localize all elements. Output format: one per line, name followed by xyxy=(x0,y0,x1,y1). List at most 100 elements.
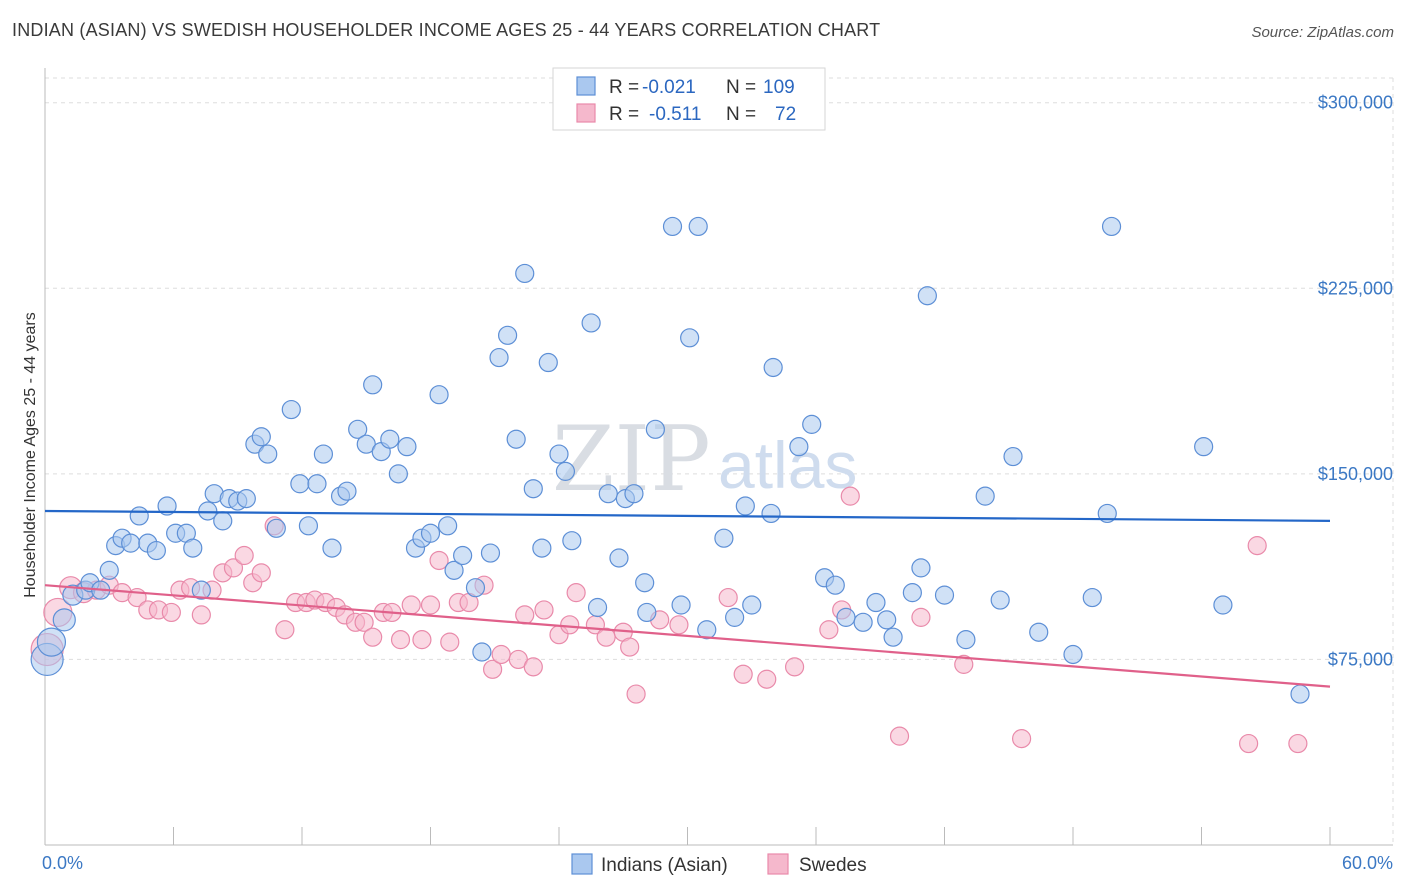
indian-point xyxy=(761,503,781,524)
indian-point xyxy=(444,560,464,580)
indian-point xyxy=(635,573,655,593)
indian-point xyxy=(1029,622,1049,642)
swede-point xyxy=(620,637,640,657)
legend-n-value-indians: 109 xyxy=(763,77,795,98)
indian-point xyxy=(877,610,897,630)
swede-point xyxy=(566,583,586,603)
indian-point xyxy=(662,216,683,237)
indian-point xyxy=(480,543,501,563)
indian-point xyxy=(290,474,310,494)
y-tick-label: $300,000 xyxy=(1318,93,1393,113)
watermark-atlas: atlas xyxy=(718,428,857,502)
indian-point xyxy=(183,538,203,558)
x-tick-label-max: 60.0% xyxy=(1342,853,1393,873)
indian-point xyxy=(363,375,383,395)
indian-point xyxy=(191,580,211,600)
indian-point xyxy=(515,263,535,284)
swede-point xyxy=(390,630,411,650)
swede-point xyxy=(429,550,449,571)
indian-point xyxy=(587,597,608,618)
indian-point xyxy=(322,538,342,558)
swede-point xyxy=(911,607,931,627)
indian-point xyxy=(825,575,845,595)
indian-point xyxy=(307,474,327,494)
legend-r-value-swedes: -0.511 xyxy=(649,104,701,125)
indian-point xyxy=(853,612,873,632)
indian-point xyxy=(1063,644,1083,665)
swede-point xyxy=(354,612,374,632)
indian-point xyxy=(380,429,400,449)
indian-point xyxy=(1101,216,1122,237)
swede-point xyxy=(757,669,777,689)
indian-point xyxy=(1003,446,1023,467)
swede-point xyxy=(412,630,432,650)
indian-trend-line xyxy=(44,509,1331,522)
indian-point xyxy=(866,592,886,613)
legend-n-label-indians: N = xyxy=(726,77,756,98)
legend-swatch-swedes xyxy=(576,103,596,123)
swede-point xyxy=(483,659,503,679)
swede-point xyxy=(784,657,805,677)
indian-point xyxy=(598,484,618,504)
y-axis-label: Householder Income Ages 25 - 44 years xyxy=(22,312,39,598)
swede-point xyxy=(626,684,646,704)
swede-point xyxy=(560,615,580,635)
swede-trend-line xyxy=(44,584,1331,688)
indian-point xyxy=(266,518,286,538)
swede-point xyxy=(523,657,543,677)
indian-point xyxy=(146,540,166,561)
indian-point xyxy=(52,608,76,632)
indian-point xyxy=(523,479,543,499)
indian-point xyxy=(637,602,657,623)
indian-point xyxy=(348,419,368,439)
indian-point xyxy=(213,511,233,531)
indian-point xyxy=(645,419,665,439)
indian-point xyxy=(735,496,755,516)
indian-point xyxy=(472,642,492,662)
swede-point xyxy=(275,620,295,640)
indian-point xyxy=(157,496,177,516)
indian-point xyxy=(538,352,558,373)
swede-point xyxy=(1011,729,1032,749)
y-tick-label: $150,000 xyxy=(1318,464,1393,484)
indian-point xyxy=(198,501,218,521)
trend-layer xyxy=(44,509,1331,688)
legend: R = -0.021 N = 109 R = -0.511 N = 72 xyxy=(552,67,826,131)
indian-point xyxy=(802,414,822,434)
indian-point xyxy=(975,486,995,506)
indian-point xyxy=(581,313,601,333)
swede-point xyxy=(234,545,254,566)
indian-point xyxy=(489,347,509,368)
indian-point xyxy=(438,516,458,536)
swede-point xyxy=(954,654,974,674)
swede-point xyxy=(251,563,271,583)
indian-point xyxy=(36,627,67,657)
indian-point xyxy=(251,427,271,447)
indian-point xyxy=(1194,437,1214,457)
indian-point xyxy=(1082,587,1102,608)
indian-point xyxy=(465,578,486,598)
indian-point xyxy=(902,583,922,603)
swede-point xyxy=(1247,536,1267,556)
swede-point xyxy=(669,615,689,635)
y-tick-label: $225,000 xyxy=(1318,278,1393,298)
y-tick-label: $75,000 xyxy=(1328,649,1393,669)
legend-r-value-indians: -0.021 xyxy=(642,77,696,98)
indian-point xyxy=(883,627,903,647)
indian-point xyxy=(742,595,762,615)
legend-n-value-swedes: 72 xyxy=(775,104,796,125)
indian-point xyxy=(506,429,526,449)
indian-point xyxy=(697,620,717,640)
bottom-legend: Indians (Asian) Swedes xyxy=(571,853,867,876)
indian-point xyxy=(911,558,931,578)
indian-point xyxy=(420,523,441,543)
indian-point xyxy=(397,437,417,457)
swede-point xyxy=(363,627,383,647)
indian-point xyxy=(1290,684,1310,704)
swede-point xyxy=(161,602,181,623)
indian-point xyxy=(836,607,856,627)
legend-swatch-indians xyxy=(576,76,596,96)
swede-point xyxy=(401,595,421,615)
indian-point xyxy=(789,437,809,457)
